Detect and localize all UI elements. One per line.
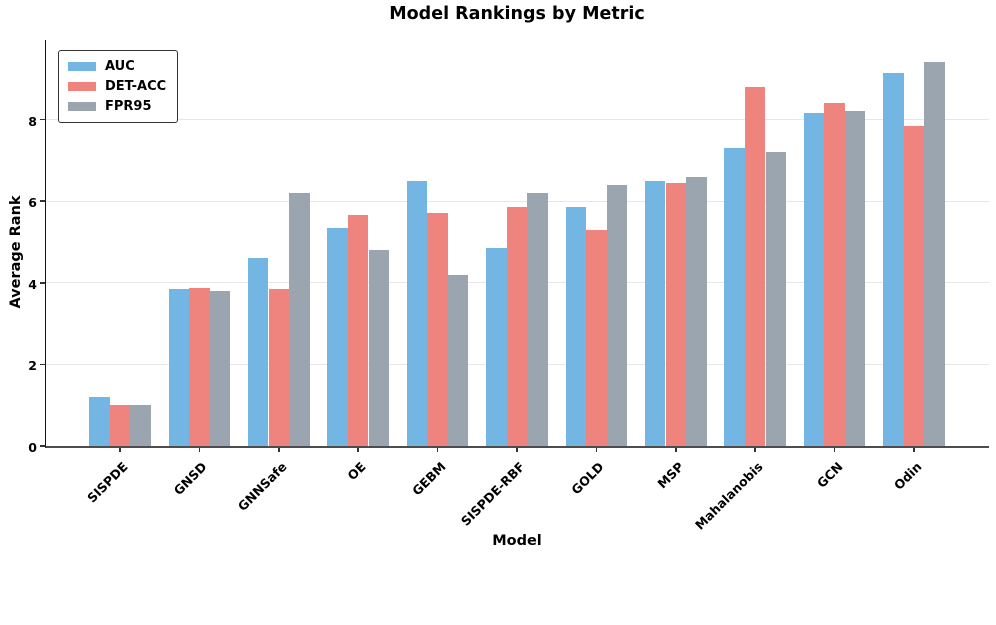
x-axis-label: Model xyxy=(492,533,542,549)
bar-fpr95-gebm xyxy=(447,274,469,446)
chart-title: Model Rankings by Metric xyxy=(389,4,645,24)
gridline-6 xyxy=(46,200,989,202)
bar-det-acc-gnnsafe xyxy=(268,288,290,446)
bar-det-acc-sispde xyxy=(109,405,131,446)
x-tick-gnnsafe xyxy=(278,448,280,452)
bar-auc-gnnsafe xyxy=(247,258,269,446)
bar-fpr95-oe xyxy=(368,250,390,446)
bar-fpr95-sispde-rbf xyxy=(527,193,548,446)
y-tick-label-2: 2 xyxy=(28,358,37,374)
y-tick-8 xyxy=(39,118,45,121)
legend-swatch-auc xyxy=(68,62,96,71)
bar-det-acc-msp xyxy=(665,182,687,446)
plot-area xyxy=(39,40,989,452)
bar-det-acc-gcn xyxy=(824,103,845,446)
bar-fpr95-msp xyxy=(686,176,707,446)
bar-det-acc-odin xyxy=(903,125,925,446)
bar-fpr95-sispde xyxy=(130,405,151,446)
bar-auc-oe xyxy=(327,227,348,446)
bar-auc-odin xyxy=(883,72,904,446)
legend-item-fpr95: FPR95 xyxy=(68,99,166,114)
bar-det-acc-sispde-rbf xyxy=(506,207,528,446)
bar-fpr95-mahalanobis xyxy=(765,152,787,446)
y-tick-label-6: 6 xyxy=(28,195,37,211)
y-tick-label-8: 8 xyxy=(28,113,37,129)
bar-auc-gcn xyxy=(803,113,825,446)
y-tick-label-0: 0 xyxy=(28,440,37,455)
bar-auc-msp xyxy=(644,180,666,446)
bar-chart-figure: Model Rankings by Metric Average Rank AU… xyxy=(8,4,989,549)
legend-label-auc: AUC xyxy=(105,59,135,74)
bar-det-acc-gnsd xyxy=(189,287,210,446)
bar-fpr95-gold xyxy=(606,184,628,446)
bar-det-acc-oe xyxy=(347,215,369,446)
bar-auc-gold xyxy=(565,207,587,446)
bar-auc-sispde xyxy=(89,397,110,446)
bar-det-acc-gebm xyxy=(427,213,448,446)
bar-auc-mahalanobis xyxy=(724,148,745,446)
x-tick-sispde-rbf xyxy=(516,448,518,452)
bar-det-acc-mahalanobis xyxy=(744,86,766,446)
bar-fpr95-gcn xyxy=(844,111,866,446)
x-tick-odin xyxy=(913,448,915,452)
y-tick-2 xyxy=(39,363,45,366)
legend-item-auc: AUC xyxy=(68,59,166,74)
bar-fpr95-odin xyxy=(924,62,945,446)
y-tick-0 xyxy=(39,445,45,447)
x-tick-msp xyxy=(675,448,677,452)
x-tick-gnsd xyxy=(198,448,201,452)
y-tick-label-4: 4 xyxy=(28,276,37,292)
x-tick-sispde xyxy=(119,448,121,452)
legend-label-det-acc: DET-ACC xyxy=(105,79,167,94)
x-tick-gold xyxy=(595,448,598,452)
legend: AUC DET-ACC FPR95 xyxy=(58,50,179,123)
x-tick-gcn xyxy=(833,448,836,452)
y-tick-4 xyxy=(39,282,45,284)
bar-auc-sispde-rbf xyxy=(486,248,507,446)
legend-label-fpr95: FPR95 xyxy=(105,99,152,114)
bar-auc-gnsd xyxy=(168,288,190,446)
y-tick-6 xyxy=(39,200,45,202)
legend-swatch-fpr95 xyxy=(68,102,96,111)
bar-det-acc-gold xyxy=(586,229,607,446)
legend-swatch-det-acc xyxy=(68,82,96,91)
bar-auc-gebm xyxy=(406,180,428,446)
bar-fpr95-gnnsafe xyxy=(289,193,310,446)
x-tick-oe xyxy=(357,448,359,452)
bar-fpr95-gnsd xyxy=(209,290,231,446)
gridline-8 xyxy=(46,119,989,121)
legend-item-det-acc: DET-ACC xyxy=(68,79,166,94)
x-tick-mahalanobis xyxy=(754,448,756,452)
x-tick-gebm xyxy=(436,448,439,452)
